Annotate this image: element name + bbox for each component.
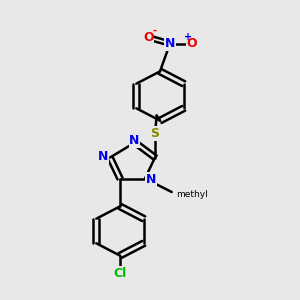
Text: N: N (98, 150, 109, 164)
Text: O: O (186, 37, 197, 50)
Text: S: S (151, 127, 160, 140)
Text: -: - (152, 26, 156, 36)
Text: methyl: methyl (176, 190, 207, 199)
Text: N: N (165, 37, 175, 50)
Text: O: O (143, 31, 154, 44)
Text: +: + (184, 32, 192, 42)
Text: N: N (146, 172, 156, 186)
Text: N: N (129, 134, 140, 148)
Text: Cl: Cl (113, 267, 127, 280)
